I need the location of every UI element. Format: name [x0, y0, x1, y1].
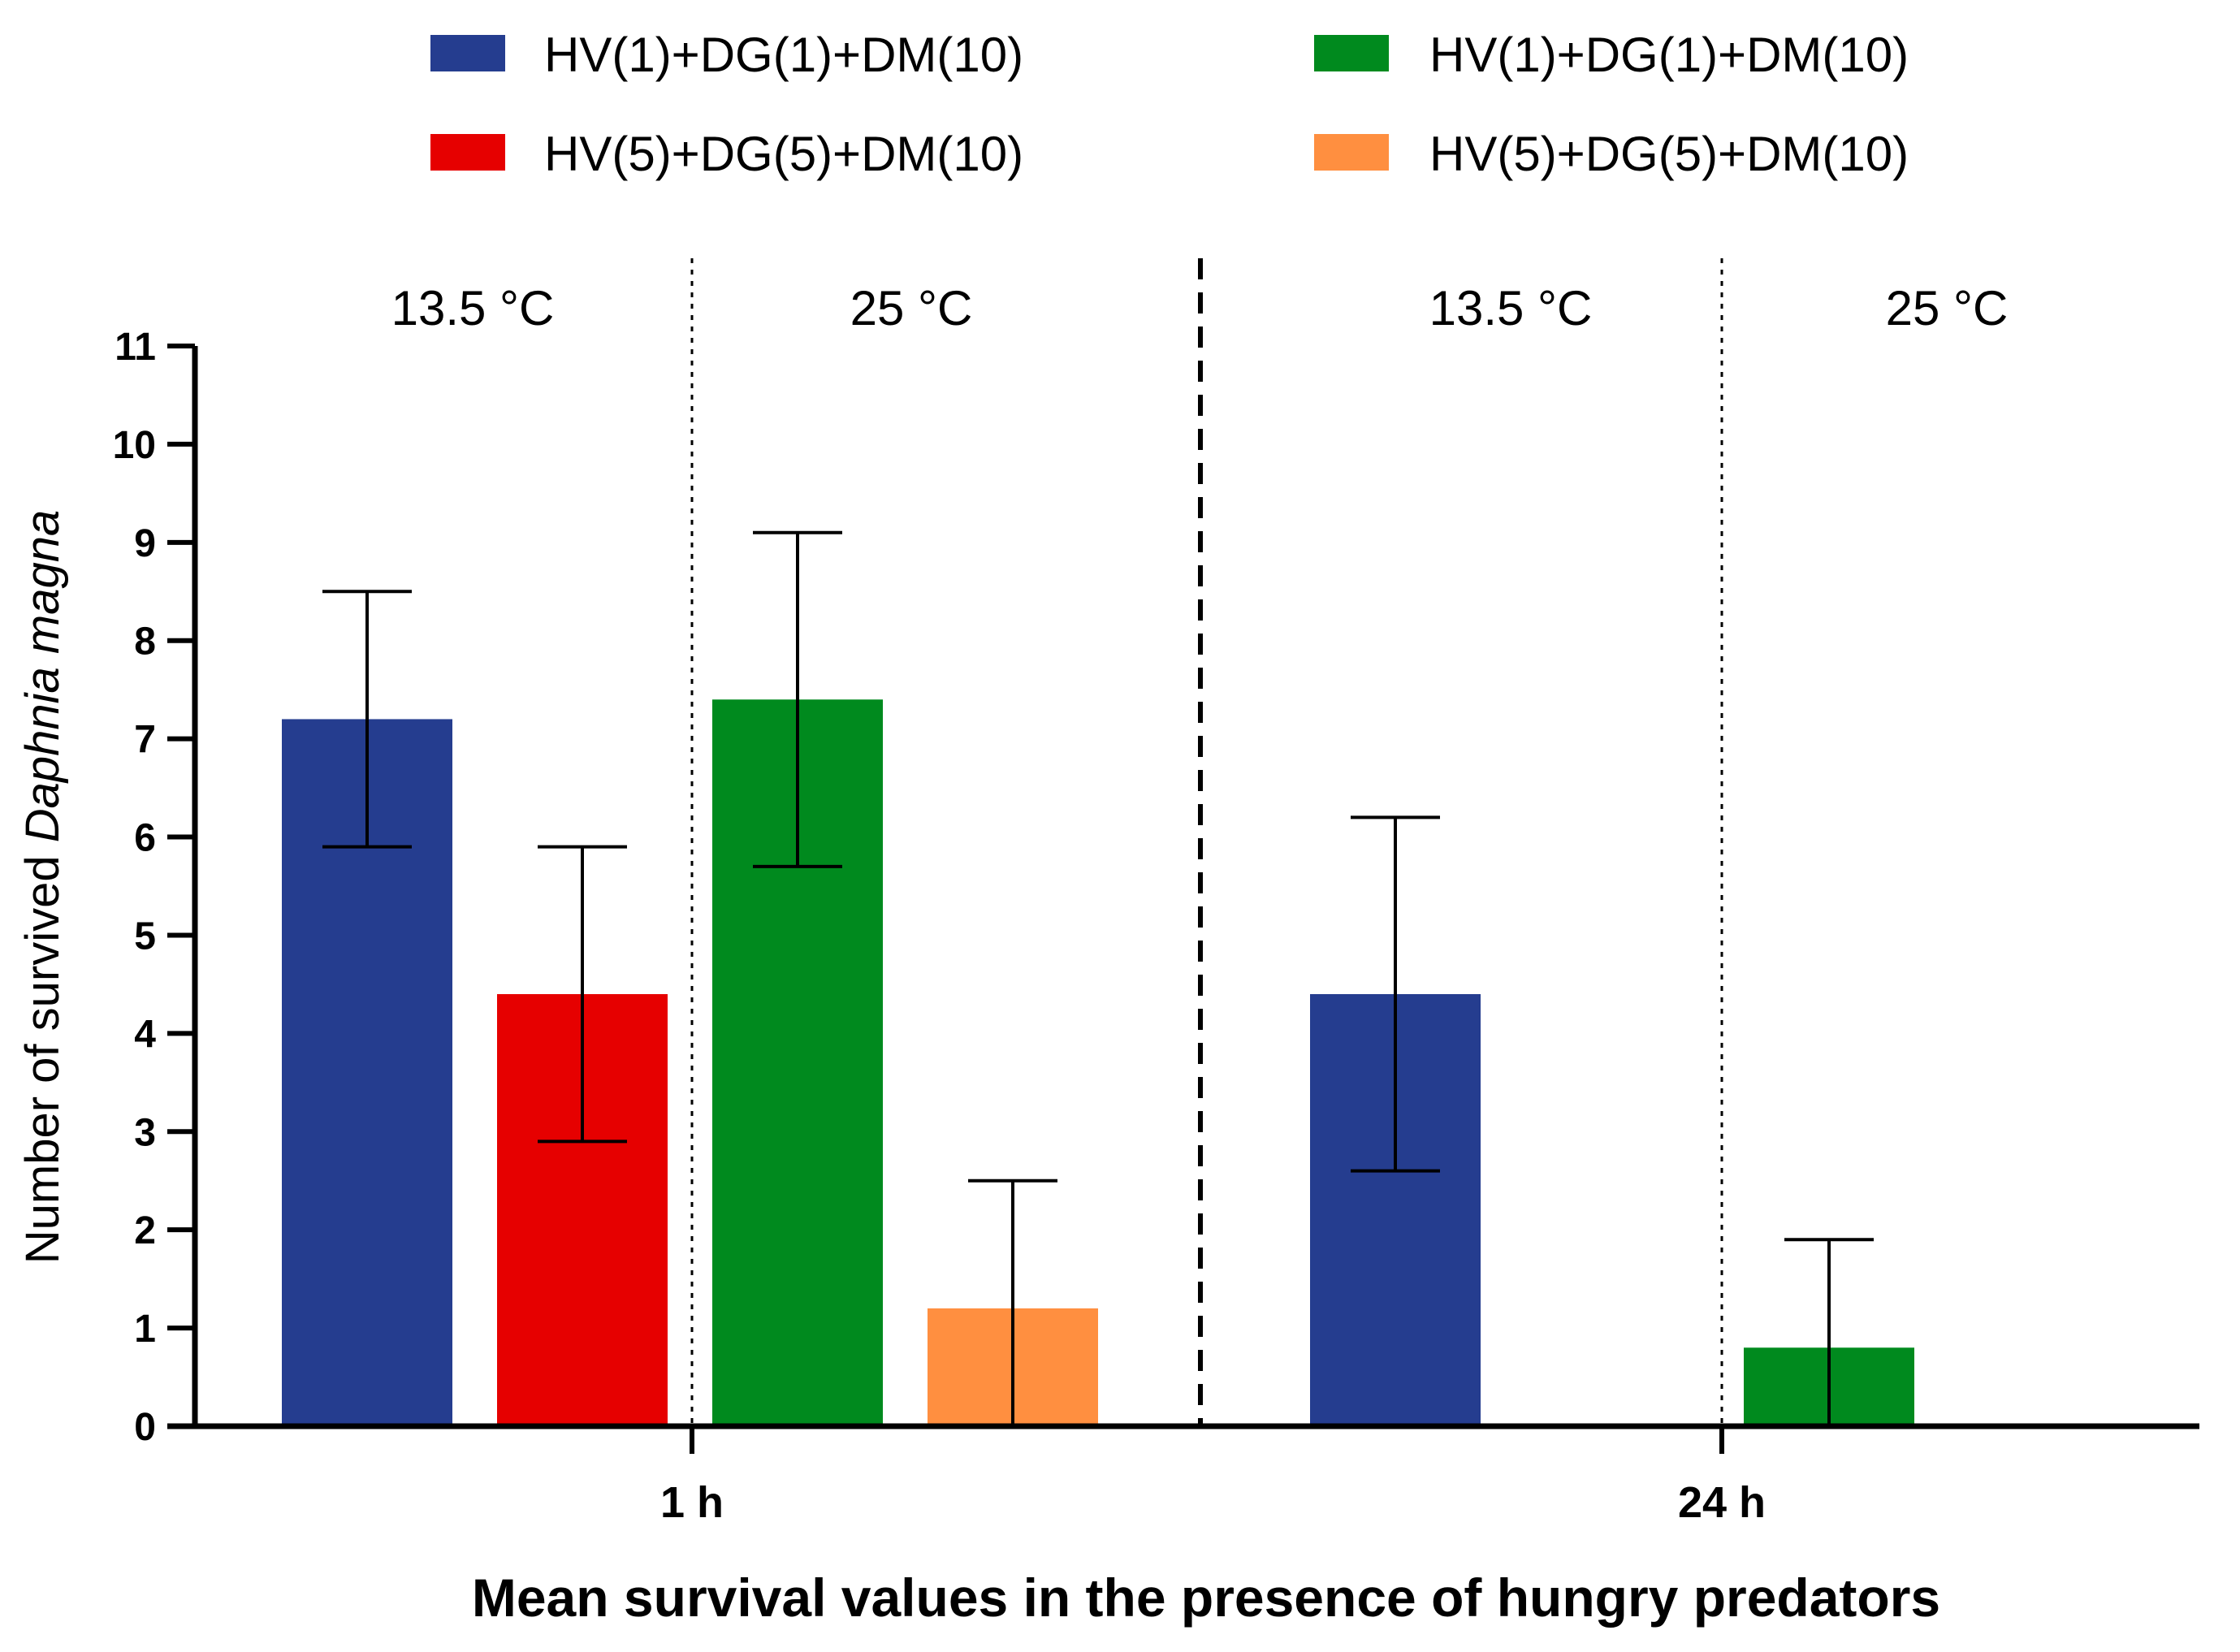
y-tick-label-10: 10	[113, 424, 156, 467]
legend-label-green: HV(1)+DG(1)+DM(10)	[1429, 28, 1909, 82]
temp-label-24h-warm: 25 °C	[1886, 281, 2009, 335]
y-tick-label-6: 6	[134, 817, 156, 860]
y-tick-label-2: 2	[134, 1209, 156, 1252]
temp-label-24h-cold: 13.5 °C	[1429, 281, 1593, 335]
legend: HV(1)+DG(1)+DM(10) HV(1)+DG(1)+DM(10) HV…	[430, 28, 1909, 181]
y-tick-label-3: 3	[134, 1111, 156, 1154]
error-bar-red-1h	[538, 845, 627, 1144]
legend-swatch-orange	[1314, 134, 1389, 171]
bars	[282, 699, 1914, 1426]
group-label-24h: 24 h	[1678, 1478, 1766, 1527]
y-axis-label-prefix: Number of survived	[16, 842, 69, 1264]
y-tick-label-5: 5	[134, 915, 156, 958]
x-axis-label: Mean survival values in the presence of …	[472, 1568, 1940, 1628]
y-axis-label-species: Daphnia magna	[16, 510, 69, 843]
legend-label-orange: HV(5)+DG(5)+DM(10)	[1429, 127, 1909, 181]
error-bar-green-24h	[1784, 1238, 1874, 1426]
y-axis-label: Number of survived Daphnia magna	[16, 510, 69, 1265]
y-axis: 0 1 2 3 4 5 6 7 8 9 10 11	[113, 326, 198, 1449]
y-tick-label-7: 7	[134, 719, 156, 762]
error-bar-orange-1h	[968, 1178, 1057, 1426]
legend-swatch-green	[1314, 35, 1389, 71]
y-tick-label-0: 0	[134, 1406, 156, 1449]
group-label-1h: 1 h	[660, 1478, 724, 1527]
temperature-headers: 13.5 °C 25 °C 13.5 °C 25 °C	[391, 281, 2009, 335]
x-axis: 1 h 24 h	[167, 1423, 2199, 1527]
error-bar-green-1h	[753, 530, 842, 868]
error-bar-blue-24h	[1351, 815, 1440, 1173]
y-tick-label-11: 11	[115, 326, 156, 369]
legend-label-red: HV(5)+DG(5)+DM(10)	[544, 127, 1023, 181]
y-tick-label-4: 4	[134, 1013, 156, 1056]
legend-swatch-red	[430, 134, 505, 171]
legend-swatch-blue	[430, 35, 505, 71]
y-tick-label-8: 8	[134, 621, 156, 664]
temp-label-1h-warm: 25 °C	[850, 281, 973, 335]
y-tick-label-9: 9	[134, 522, 156, 565]
error-bars	[322, 530, 1874, 1426]
legend-label-blue: HV(1)+DG(1)+DM(10)	[544, 28, 1023, 82]
y-tick-label-1: 1	[134, 1308, 156, 1351]
error-bar-blue-1h	[322, 590, 412, 849]
temp-label-1h-cold: 13.5 °C	[391, 281, 555, 335]
